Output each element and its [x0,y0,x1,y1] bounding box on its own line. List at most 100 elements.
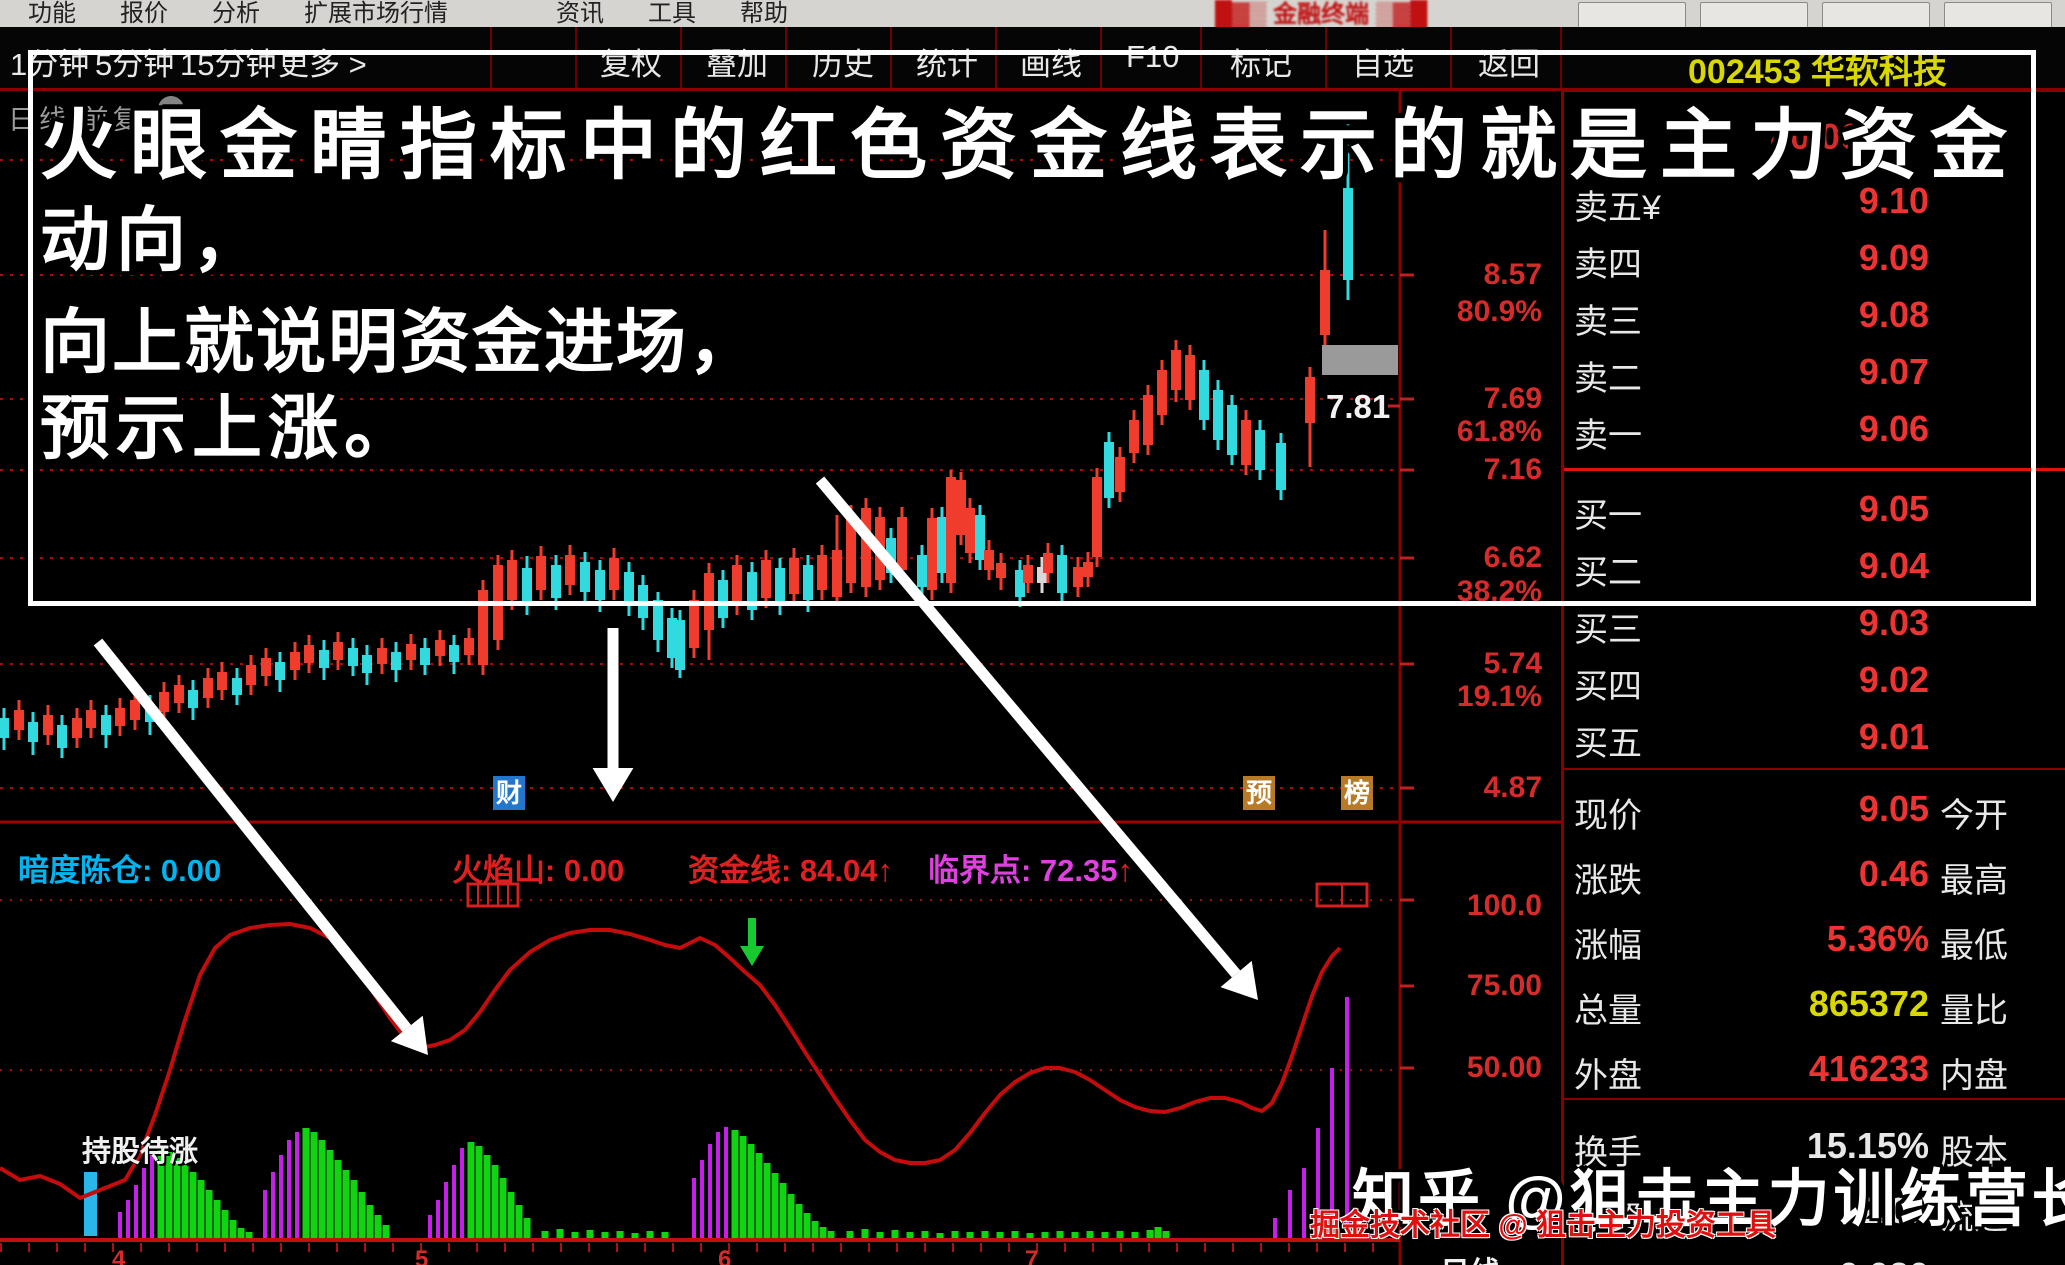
candle-body [565,555,575,585]
indicator-bar [1345,997,1349,1238]
quote-label2: 最高 [1940,862,2008,900]
quote-row-涨幅: 涨幅 5.36% 最低 [1564,918,2065,965]
axis-label-5.74: 5.74 [1483,647,1542,680]
indicator-bar [646,1231,654,1238]
toolbar-separator [490,27,492,88]
indicator-bar [661,1232,669,1238]
info-box [1322,345,1398,375]
badge-榜[interactable]: 榜 [1341,776,1373,810]
axis-label-100.0: 100.0 [1466,889,1542,922]
quote-label2: 量比 [1940,992,2008,1030]
candle-body [246,665,256,685]
candle-body [304,645,314,663]
quote-row-卖二: 卖二 9.07 [1564,351,2065,398]
indicator-bar [819,1227,827,1238]
candle-body [536,556,546,590]
indicator-bar [302,1128,310,1238]
candle-body [1115,457,1125,492]
toolbar-separator [1450,27,1452,88]
toolbar-F10[interactable]: F10 [1126,39,1180,74]
axis-label-19.1%: 19.1% [1456,680,1542,713]
menu-item-4[interactable]: 资讯 [556,0,604,27]
menu-item-5[interactable]: 工具 [648,0,696,27]
candle-body [261,658,271,676]
candle-body [232,678,242,695]
indicator-bar [310,1132,318,1238]
indicator-bar [1288,1190,1292,1238]
indicator-bar [150,1155,154,1238]
quote-row-外盘: 外盘 416233 内盘 [1564,1048,2065,1095]
quote-value: 9.08 [1858,294,1929,335]
candle-body [595,570,605,600]
menu-item-0[interactable]: 功能 [28,0,76,27]
indicator-bar [382,1225,390,1238]
candle-body [57,725,67,748]
indicator-bar [921,1231,929,1238]
quote-row-买三: 买三 9.03 [1564,602,2065,649]
quote-label: 净资 [1574,1199,1642,1237]
candle-body [1104,442,1114,498]
annotation-line-4: 预示上涨。 [40,389,420,467]
menu-item-3[interactable]: 扩展市场行情 [304,0,448,27]
quote-row-涨跌: 涨跌 0.46 最高 [1564,853,2065,900]
annotation-line-2: 动向， [40,201,268,279]
arrow-head [740,946,764,966]
indicator-bar [189,1172,197,1238]
indicator-bar [142,1168,146,1238]
indicator-bar [951,1231,959,1238]
indicator-bar [334,1160,342,1238]
indicator-bar [452,1165,456,1238]
menu-button-1[interactable] [1700,2,1808,27]
indicator-bar [1041,1232,1049,1238]
quote-label: 买五 [1574,725,1642,763]
period-button[interactable]: 日线 [1440,1248,1500,1265]
indicator-bar [287,1140,291,1238]
menu-item-6[interactable]: 帮助 [740,0,788,27]
toolbar-separator [1100,27,1102,88]
menu-button-3[interactable] [1944,2,2052,27]
month-label-7: 7 [1025,1246,1039,1265]
quote-row-卖四: 卖四 9.09 [1564,237,2065,284]
indicator-bar [811,1221,819,1238]
menu-item-2[interactable]: 分析 [212,0,260,27]
candle-body [956,480,966,535]
quote-row-买四: 买四 9.02 [1564,659,2065,706]
indicator-bar [739,1136,747,1238]
indicator-bar [134,1185,138,1238]
menu-button-2[interactable] [1822,2,1930,27]
candle-body [747,572,757,610]
quote-label2: 今开 [1940,797,2008,835]
indicator-bar [197,1180,205,1238]
indicator-bar [181,1165,189,1238]
candle-body [917,555,927,587]
param-火焰山:: 火焰山: 0.00 [452,853,625,888]
candle-body [86,710,96,728]
candle-body [937,517,947,573]
indicator-bar [318,1140,326,1238]
candle-body [43,715,53,735]
candle-body [14,710,24,730]
menu-item-1[interactable]: 报价 [120,0,168,27]
menu-button-0[interactable] [1578,2,1686,27]
price-separator [1564,468,2065,471]
indicator-bar [1071,1232,1079,1238]
quote-row-卖五¥: 卖五¥ 9.10 [1564,180,2065,227]
toolbar-separator [1325,27,1327,88]
badge-预[interactable]: 预 [1243,776,1275,810]
arrow-head [1220,960,1258,1000]
candle-body [675,620,685,670]
candle-body [1129,420,1139,453]
candle-body [1343,188,1353,280]
candle-body [1185,355,1195,400]
indicator-bar [1154,1227,1162,1238]
badge-财[interactable]: 财 [493,776,525,810]
indicator-bar [1056,1231,1064,1238]
candle-body [348,648,358,666]
indicator-bar [229,1220,237,1238]
community-watermark: 掘金技术社区 @ 狙击主力投资工具 [1310,1209,1776,1242]
indicator-bar [771,1173,779,1238]
quote-value: 2.05 [1858,1190,1929,1231]
toolbar-separator [1560,27,1562,88]
toolbar-separator [995,27,997,88]
